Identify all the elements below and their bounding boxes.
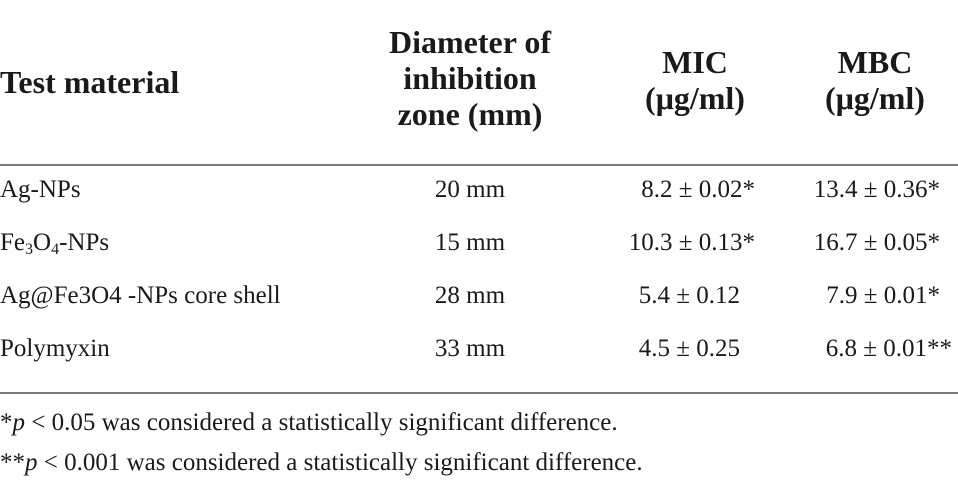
- cell-zone: 15 mm: [434, 229, 506, 256]
- cell-mbc: 16.7 ± 0.05*: [813, 229, 940, 256]
- cell-material: Fe3O4-NPs: [0, 228, 109, 258]
- header-test-material: Test material: [0, 64, 180, 100]
- cell-mic: 4.5 ± 0.25: [638, 335, 740, 362]
- formula-suffix: -NPs: [59, 229, 110, 256]
- footnote-marker: *: [0, 409, 13, 436]
- cell-zone: 20 mm: [434, 176, 506, 203]
- cell-mic: 5.4 ± 0.12: [638, 282, 740, 309]
- cell-mic: 8.2 ± 0.02*: [641, 176, 755, 203]
- header-diameter: Diameter of inhibition zone (mm): [355, 24, 585, 132]
- cell-material: Ag-NPs: [0, 176, 81, 203]
- header-mbc-line1: MBC: [837, 44, 913, 80]
- header-diameter-line2: inhibition: [403, 60, 537, 96]
- footnote-p0001: **p < 0.001 was considered a statistical…: [0, 448, 643, 478]
- formula-fe: Fe: [0, 229, 25, 256]
- header-mic-line1: MIC: [662, 44, 728, 80]
- header-rule: [0, 164, 958, 166]
- cell-mic: 10.3 ± 0.13*: [628, 229, 755, 256]
- header-diameter-line3: zone (mm): [397, 96, 543, 132]
- table-bottom-rule: [0, 392, 958, 394]
- cell-zone: 28 mm: [434, 282, 506, 309]
- header-mbc-line2: (μg/ml): [825, 80, 925, 116]
- header-diameter-line1: Diameter of: [389, 24, 551, 60]
- cell-material: Polymyxin: [0, 335, 110, 362]
- cell-zone: 33 mm: [434, 335, 506, 362]
- footnote-marker: **: [0, 449, 25, 476]
- formula-sub-4: 4: [51, 241, 60, 258]
- cell-mbc: 13.4 ± 0.36*: [813, 176, 940, 203]
- footnote-text: < 0.001 was considered a statistically s…: [37, 449, 643, 476]
- header-mic: MIC (μg/ml): [610, 44, 780, 116]
- header-mbc: MBC (μg/ml): [800, 44, 950, 116]
- cell-mbc: 7.9 ± 0.01*: [826, 282, 940, 309]
- footnote-var: p: [25, 449, 38, 476]
- cell-mbc: 6.8 ± 0.01**: [825, 335, 952, 362]
- footnote-p005: *p < 0.05 was considered a statistically…: [0, 408, 618, 438]
- footnote-text: < 0.05 was considered a statistically si…: [25, 409, 618, 436]
- footnote-var: p: [12, 409, 26, 436]
- formula-o: O: [33, 229, 52, 256]
- cell-material: Ag@Fe3O4 -NPs core shell: [0, 282, 281, 309]
- formula-sub-3: 3: [25, 241, 33, 258]
- header-mic-line2: (μg/ml): [645, 80, 745, 116]
